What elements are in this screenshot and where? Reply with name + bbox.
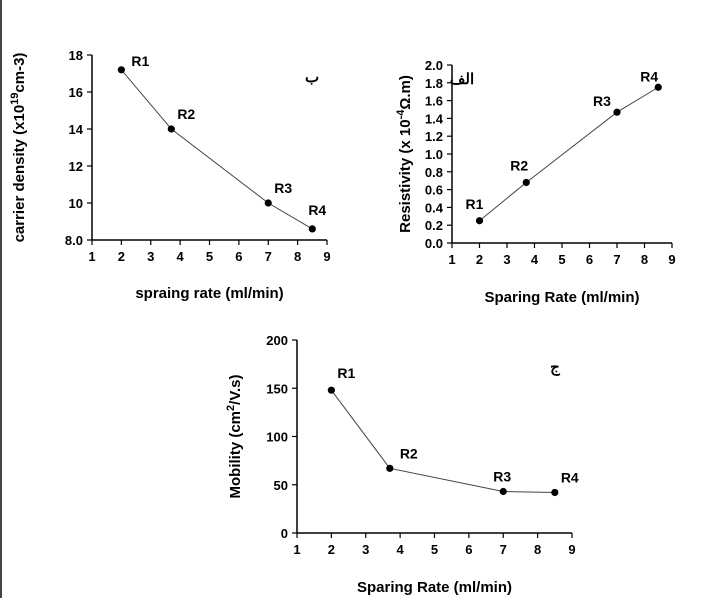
series-line [120,69,313,230]
y-axis-title-pre: carrier density (x10 [11,105,28,243]
y-tick-label: 10 [69,196,83,211]
y-tick-label: 1.4 [425,111,444,126]
point-label: R3 [274,180,292,196]
y-tick-label: 0.4 [425,200,444,215]
data-point [386,464,394,472]
y-tick-label: 8.0 [65,233,83,248]
x-tick-label: 2 [476,252,483,267]
x-tick-label: 9 [568,542,575,557]
data-point [475,217,484,225]
point-label: R4 [561,469,579,485]
y-axis-title-sup: -4 [395,109,407,120]
x-tick-label: 8 [294,249,301,264]
y-axis-title-post: /V.s) [227,375,244,405]
panel-letter: ج [550,359,560,376]
y-axis-title-sup: 19 [9,93,21,105]
y-tick-label: 0.6 [425,183,443,198]
x-tick-label: 1 [293,542,300,557]
y-tick-label: 12 [69,159,83,174]
data-point [264,199,272,207]
y-tick-label: 200 [266,333,288,348]
x-tick-label: 1 [88,249,95,264]
point-label: R2 [400,445,418,461]
point-label: R1 [131,53,149,69]
data-point [327,386,335,394]
point-label: R1 [337,365,355,381]
x-tick-label: 3 [503,252,510,267]
x-tick-label: 7 [500,542,507,557]
data-point [117,66,125,74]
y-tick-label: 2.0 [425,58,443,73]
y-axis-title-sup: 2 [225,405,237,411]
x-tick-label: 8 [641,252,648,267]
x-tick-label: 8 [534,542,541,557]
x-axis-title: Sparing Rate (ml/min) [357,579,512,596]
data-point [522,178,530,187]
x-tick-label: 3 [362,542,369,557]
y-axis-title: Resistivity (x 10-4Ω.m) [395,75,414,233]
y-tick-label: 0.2 [425,218,443,233]
y-axis-title: carrier density (x1019cm-3) [9,53,28,243]
point-label: R3 [493,469,511,485]
point-label: R2 [510,157,528,173]
x-tick-label: 3 [147,249,154,264]
y-tick-label: 18 [69,48,83,63]
y-tick-label: 150 [266,381,288,396]
x-tick-label: 5 [558,252,565,267]
data-point [551,488,559,497]
data-point [613,108,621,116]
x-tick-label: 4 [397,542,405,557]
y-tick-label: 16 [69,85,83,100]
point-label: R1 [466,196,484,212]
y-tick-label: 1.6 [425,94,443,109]
point-label: R4 [640,68,658,84]
x-tick-label: 2 [328,542,335,557]
panel-letter: ب [305,69,319,86]
y-tick-label: 100 [266,430,288,445]
x-tick-label: 9 [668,252,675,267]
y-tick-label: 0.8 [425,165,443,180]
y-tick-label: 1.0 [425,147,443,162]
data-point [308,225,316,233]
data-point [167,125,175,133]
panel-letter: الف [450,71,474,88]
x-tick-label: 9 [323,249,330,264]
series-line [330,389,555,493]
x-tick-label: 5 [206,249,213,264]
y-axis-title-pre: Resistivity (x 10 [397,119,414,232]
chart-resistivity: 1 2 3 4 5 6 7 8 9 0.0 0.2 0.4 0.6 0.8 1.0 1.2 1.4 1.6 1.8 2… [395,58,676,306]
x-tick-label: 7 [265,249,272,264]
chart-mobility: 1 2 3 4 5 6 7 8 9 0 50 100 150 200 R1 R2 R3 R4 ج Sparing Ra… [225,333,579,596]
y-tick-label: 0.0 [425,236,443,251]
data-point [499,487,507,496]
x-tick-label: 6 [235,249,242,264]
y-tick-label: 14 [69,122,84,137]
x-tick-label: 4 [177,249,185,264]
point-label: R3 [593,93,611,109]
x-tick-label: 4 [531,252,539,267]
series-line [479,86,659,222]
y-axis-title-post: cm-3) [11,53,28,93]
x-tick-label: 5 [431,542,438,557]
point-label: R4 [308,202,326,218]
y-axis-title: Mobility (cm2/V.s) [225,375,244,499]
x-axis-title: Sparing Rate (ml/min) [484,289,639,306]
y-axis-title-pre: Mobility (cm [227,411,244,499]
point-label: R2 [177,106,195,122]
y-tick-label: 1.2 [425,129,443,144]
x-tick-label: 6 [586,252,593,267]
y-tick-label: 0 [281,526,288,541]
data-point [654,83,662,91]
x-tick-label: 6 [465,542,472,557]
x-tick-label: 7 [613,252,620,267]
x-tick-label: 1 [448,252,455,267]
y-tick-label: 1.8 [425,76,443,91]
x-tick-label: 2 [118,249,125,264]
y-axis-title-post: Ω.m) [397,75,414,110]
x-axis-title: spraing rate (ml/min) [135,285,283,302]
y-tick-label: 50 [274,478,288,493]
